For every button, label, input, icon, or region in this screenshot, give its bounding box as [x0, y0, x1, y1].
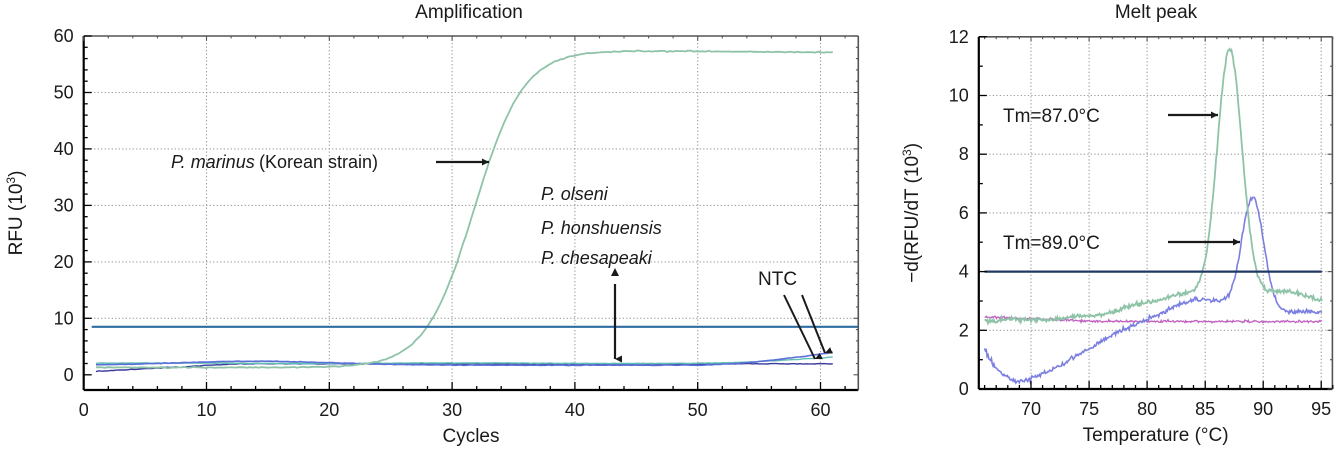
svg-text:10: 10 — [949, 86, 969, 106]
svg-text:−d(RFU/dT (103): −d(RFU/dT (103) — [900, 143, 923, 283]
svg-text:75: 75 — [1079, 399, 1099, 419]
svg-text:Tm=89.0°C: Tm=89.0°C — [1003, 233, 1100, 254]
svg-text:60: 60 — [54, 26, 74, 46]
svg-text:Melt peak: Melt peak — [1115, 2, 1198, 23]
svg-text:(Korean strain): (Korean strain) — [259, 152, 378, 172]
svg-text:10: 10 — [54, 308, 74, 328]
svg-text:10: 10 — [196, 400, 216, 420]
svg-text:85: 85 — [1195, 399, 1215, 419]
svg-text:95: 95 — [1311, 399, 1331, 419]
svg-text:P. honshuensis: P. honshuensis — [541, 218, 662, 238]
svg-text:Temperature (°C): Temperature (°C) — [1083, 425, 1229, 446]
svg-text:40: 40 — [54, 139, 74, 159]
svg-text:8: 8 — [959, 144, 969, 164]
svg-text:0: 0 — [959, 379, 969, 399]
svg-text:70: 70 — [1021, 399, 1041, 419]
svg-text:90: 90 — [1253, 399, 1273, 419]
svg-text:P. marinus: P. marinus — [171, 152, 255, 172]
svg-text:12: 12 — [949, 27, 969, 47]
svg-text:2: 2 — [959, 320, 969, 340]
svg-text:Amplification: Amplification — [415, 2, 523, 23]
svg-text:Cycles: Cycles — [442, 426, 499, 447]
svg-text:0: 0 — [64, 365, 74, 385]
svg-text:0: 0 — [79, 400, 89, 420]
svg-text:80: 80 — [1137, 399, 1157, 419]
svg-text:60: 60 — [810, 400, 830, 420]
svg-text:40: 40 — [565, 400, 585, 420]
svg-text:30: 30 — [54, 195, 74, 215]
svg-text:6: 6 — [959, 203, 969, 223]
svg-text:P. chesapeaki: P. chesapeaki — [541, 248, 653, 268]
svg-text:50: 50 — [688, 400, 708, 420]
svg-text:P. olseni: P. olseni — [541, 184, 609, 204]
svg-text:30: 30 — [442, 400, 462, 420]
svg-text:Tm=87.0°C: Tm=87.0°C — [1003, 106, 1100, 127]
svg-text:4: 4 — [959, 262, 969, 282]
svg-text:50: 50 — [54, 83, 74, 103]
svg-text:20: 20 — [319, 400, 339, 420]
svg-text:20: 20 — [54, 252, 74, 272]
svg-text:NTC: NTC — [758, 269, 797, 290]
